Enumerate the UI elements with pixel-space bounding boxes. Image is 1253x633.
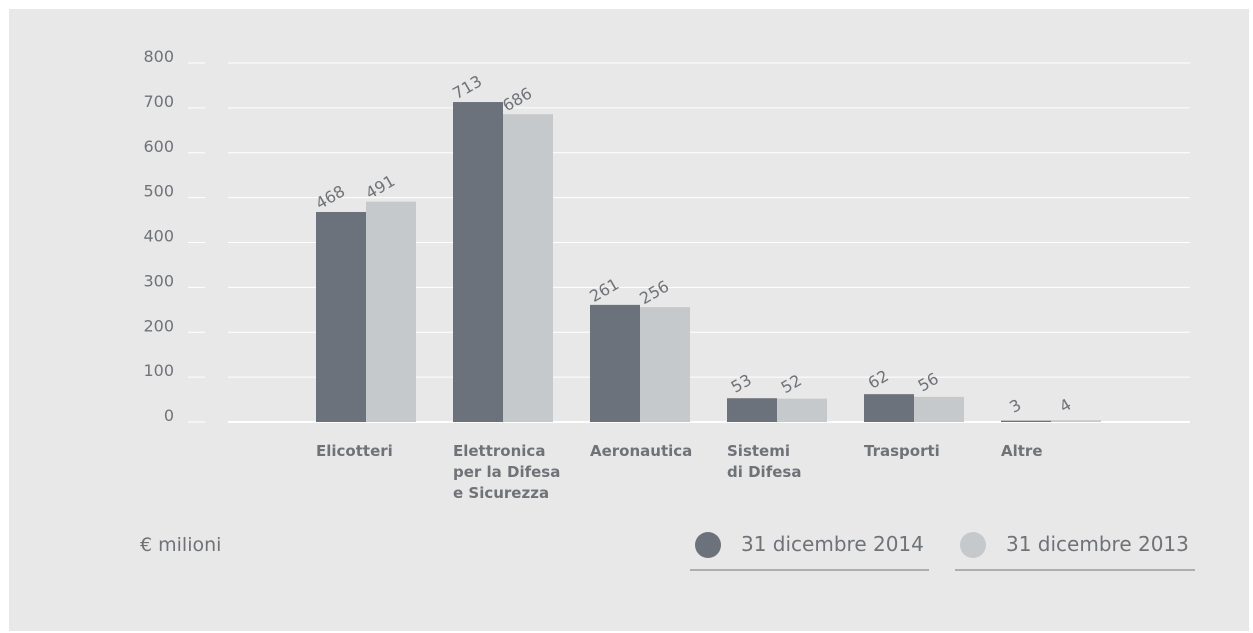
category-label: Aeronautica bbox=[590, 442, 692, 460]
bar-1-2 bbox=[640, 307, 690, 422]
ytick-label: 600 bbox=[143, 137, 174, 156]
category-label: per la Difesa bbox=[453, 463, 560, 481]
value-label: 53 bbox=[728, 370, 755, 397]
legend-swatch-1 bbox=[960, 532, 986, 558]
value-label: 56 bbox=[915, 369, 942, 396]
y-axis-ticks: 0 100 200 300 400 500 600 700 800 bbox=[143, 47, 174, 425]
bar-0-4 bbox=[864, 394, 914, 422]
category-label: di Difesa bbox=[727, 463, 801, 481]
category-label: e Sicurezza bbox=[453, 484, 549, 502]
category-label: Sistemi bbox=[727, 442, 790, 460]
bar-1-0 bbox=[366, 201, 416, 422]
category-label: Elicotteri bbox=[316, 442, 393, 460]
unit-label: € milioni bbox=[140, 534, 221, 556]
value-label: 62 bbox=[865, 366, 892, 393]
bar-1-5 bbox=[1051, 420, 1101, 422]
ytick-label: 500 bbox=[143, 182, 174, 201]
legend-label: 31 dicembre 2013 bbox=[1006, 532, 1189, 556]
ytick-label: 200 bbox=[143, 316, 174, 335]
bar-0-0 bbox=[316, 211, 366, 422]
bar-1-1 bbox=[503, 114, 553, 422]
value-label: 3 bbox=[1006, 395, 1024, 417]
value-label: 261 bbox=[586, 274, 622, 306]
bar-0-2 bbox=[590, 304, 640, 422]
legend: 31 dicembre 2014 31 dicembre 2013 bbox=[690, 532, 1195, 571]
category-label: Altre bbox=[1001, 442, 1043, 460]
ytick-label: 300 bbox=[143, 271, 174, 290]
value-label: 256 bbox=[636, 276, 672, 308]
ytick-label: 800 bbox=[143, 47, 174, 66]
bar-0-1 bbox=[453, 102, 503, 422]
bars bbox=[316, 102, 1101, 422]
value-label: 468 bbox=[312, 181, 348, 213]
ytick-label: 100 bbox=[143, 361, 174, 380]
value-label: 713 bbox=[449, 71, 485, 103]
bar-1-4 bbox=[914, 396, 964, 422]
ytick-label: 400 bbox=[143, 227, 174, 246]
ytick-label: 700 bbox=[143, 92, 174, 111]
value-label: 686 bbox=[499, 84, 535, 116]
value-label: 52 bbox=[778, 371, 805, 398]
bar-0-5 bbox=[1001, 420, 1051, 422]
x-axis-categories: Elicotteri Elettronica per la Difesa e Sicu… bbox=[316, 442, 1043, 502]
category-label: Trasporti bbox=[864, 442, 940, 460]
legend-label: 31 dicembre 2014 bbox=[741, 532, 924, 556]
legend-swatch-0 bbox=[695, 532, 721, 558]
ytick-label: 0 bbox=[164, 406, 174, 425]
value-label: 4 bbox=[1056, 395, 1074, 417]
bar-1-3 bbox=[777, 398, 827, 422]
bar-0-3 bbox=[727, 398, 777, 422]
category-label: Elettronica bbox=[453, 442, 545, 460]
